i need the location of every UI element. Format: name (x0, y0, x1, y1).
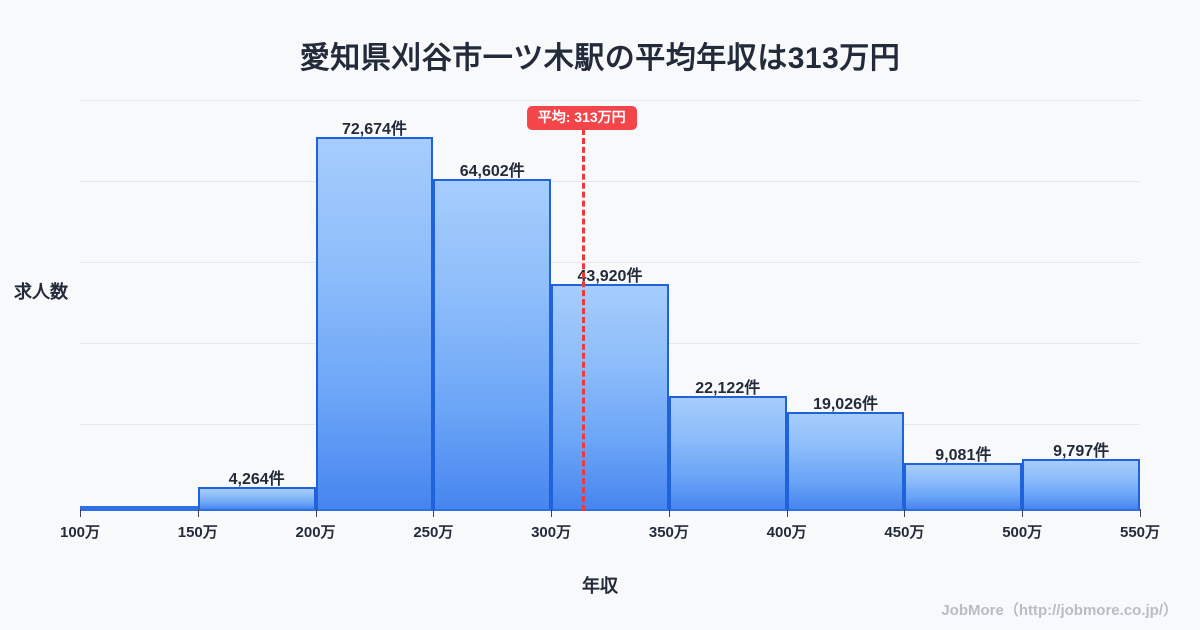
x-axis-tick (80, 509, 81, 517)
x-axis-tick (197, 509, 199, 517)
page-title: 愛知県刈谷市一ツ木駅の平均年収は313万円 (299, 42, 901, 75)
x-axis-tick-label: 150万 (177, 524, 218, 541)
plot-area: 4,264件 72,674件 64,602件 43,920件 22,122件 19,026… (80, 100, 1140, 509)
x-axis-tick-label: 550万 (1119, 524, 1161, 541)
bar-value-label: 43,920件 (577, 268, 643, 286)
x-axis-tick (786, 509, 788, 517)
bar-450-500[interactable] (904, 462, 1023, 509)
bar-value-label: 64,602件 (459, 162, 525, 180)
bar-500-550[interactable] (1022, 458, 1140, 509)
x-axis-tick-label: 350万 (648, 524, 689, 541)
x-axis-tick-label: 200万 (295, 524, 336, 541)
bar-value-label: 4,264件 (228, 471, 285, 489)
bar-350-400[interactable] (668, 395, 787, 509)
x-axis-tick-label: 500万 (1002, 524, 1043, 541)
x-axis-tick (1140, 509, 1141, 517)
bar-200-250[interactable] (315, 137, 434, 509)
x-axis-tick-label: 450万 (884, 524, 925, 541)
bar-value-label: 19,026件 (813, 395, 879, 413)
x-axis-tick (433, 509, 435, 517)
bar-400-450[interactable] (786, 411, 905, 509)
bar-value-label: 72,674件 (341, 121, 407, 139)
x-axis-tick (315, 509, 317, 517)
x-axis-tick-label: 250万 (413, 524, 454, 541)
x-axis-tick-label: 300万 (531, 524, 572, 541)
bar-150-200[interactable] (197, 487, 316, 509)
x-axis-tick (904, 509, 906, 517)
bar-100-150[interactable] (80, 506, 198, 509)
bar-value-label: 9,797件 (1053, 442, 1110, 460)
footer-watermark: JobMore（http://jobmore.co.jp/） (941, 602, 1178, 619)
y-axis-title: 求人数 (14, 282, 68, 302)
bar-value-label: 9,081件 (935, 446, 992, 464)
bar-250-300[interactable] (433, 178, 552, 509)
gridline (80, 100, 1140, 101)
x-axis-baseline (80, 509, 1140, 511)
gridline (80, 262, 1140, 263)
x-axis-title: 年収 (582, 576, 618, 596)
average-badge: 平均: 313万円 (526, 106, 637, 131)
bar-value-label: 22,122件 (695, 379, 761, 397)
x-axis-tick-label: 400万 (766, 524, 807, 541)
gridline (80, 181, 1140, 182)
x-axis-tick-label: 100万 (59, 524, 101, 541)
average-line (581, 129, 585, 511)
x-axis-tick (551, 509, 553, 517)
bar-300-350[interactable] (551, 284, 669, 509)
x-axis-tick (1022, 509, 1024, 517)
x-axis-tick (668, 509, 670, 517)
